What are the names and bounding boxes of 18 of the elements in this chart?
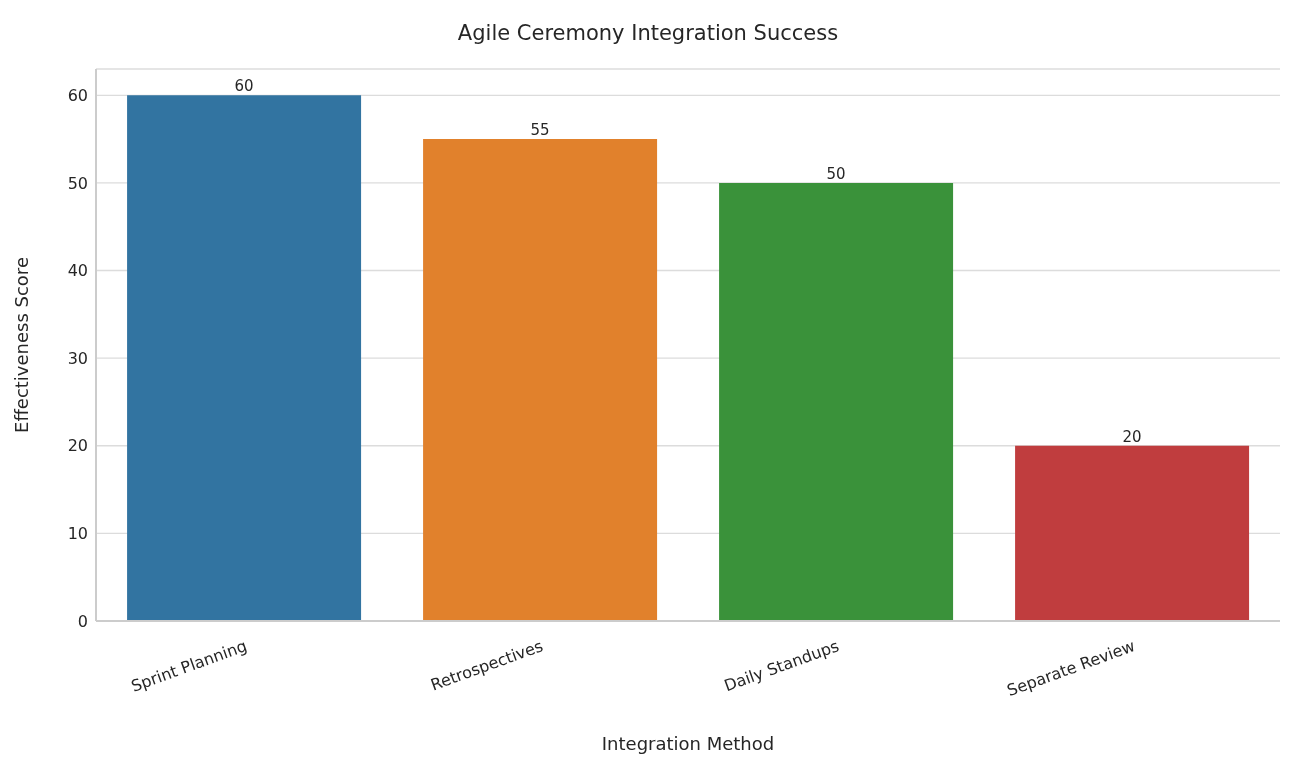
data-label: 60 <box>234 77 254 96</box>
bar <box>719 182 954 621</box>
x-axis-title: Integration Method <box>601 733 775 754</box>
data-label: 20 <box>1122 427 1142 446</box>
bar <box>127 95 362 621</box>
y-tick-label: 20 <box>67 436 88 456</box>
y-tick-label: 50 <box>67 173 88 193</box>
data-label: 55 <box>530 121 550 140</box>
y-axis-title: Effectiveness Score <box>11 257 33 433</box>
bar <box>423 139 658 621</box>
bar <box>1015 445 1250 621</box>
data-label: 50 <box>826 164 846 183</box>
y-tick-label: 10 <box>67 524 88 544</box>
y-tick-label: 0 <box>77 611 88 631</box>
chart-title: Agile Ceremony Integration Success <box>457 21 839 45</box>
y-tick-label: 30 <box>67 348 88 368</box>
y-tick-label: 40 <box>67 261 88 281</box>
y-tick-label: 60 <box>67 85 88 105</box>
